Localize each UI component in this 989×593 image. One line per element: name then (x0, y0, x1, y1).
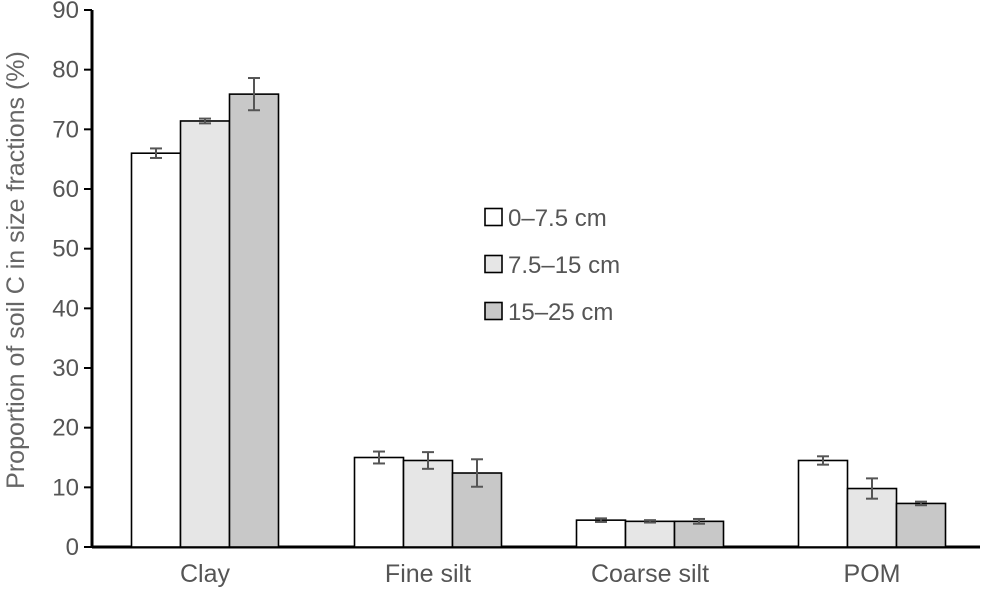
bar (797, 459, 849, 548)
bar (624, 520, 676, 548)
legend: 0–7.5 cm 7.5–15 cm 15–25 cm (484, 205, 620, 326)
bar (575, 519, 627, 548)
y-tick-label: 90 (52, 0, 79, 24)
labels: 0 10 20 30 40 50 60 70 80 90 Clay Fine silt Coarse s… (52, 0, 900, 588)
y-tick-label: 30 (52, 355, 79, 382)
bar (228, 93, 280, 548)
y-tick-label: 60 (52, 176, 79, 203)
bars (130, 77, 947, 548)
legend-swatch (484, 207, 503, 227)
y-tick-label: 40 (52, 295, 79, 322)
x-category-label: Clay (180, 560, 231, 588)
y-tick-label: 70 (52, 116, 79, 143)
legend-label: 0–7.5 cm (508, 205, 607, 232)
y-tick-label: 10 (52, 474, 79, 501)
bar (353, 456, 405, 548)
legend-swatch (484, 301, 503, 321)
bar (130, 152, 182, 548)
x-category-label: Fine silt (385, 560, 471, 588)
x-category-label: Coarse silt (591, 560, 709, 588)
x-category-label: POM (844, 560, 901, 588)
bar (179, 120, 231, 548)
y-tick-label: 50 (52, 236, 79, 263)
legend-swatch (484, 254, 503, 274)
bar (402, 459, 454, 548)
y-tick-label: 80 (52, 57, 79, 84)
bar (895, 502, 947, 548)
legend-label: 7.5–15 cm (508, 252, 620, 279)
legend-label: 15–25 cm (508, 299, 613, 326)
y-axis-title: Proportion of soil C in size fractions (… (2, 51, 30, 489)
bar (673, 520, 725, 548)
y-tick-label: 20 (52, 415, 79, 442)
y-tick-label: 0 (66, 534, 79, 561)
